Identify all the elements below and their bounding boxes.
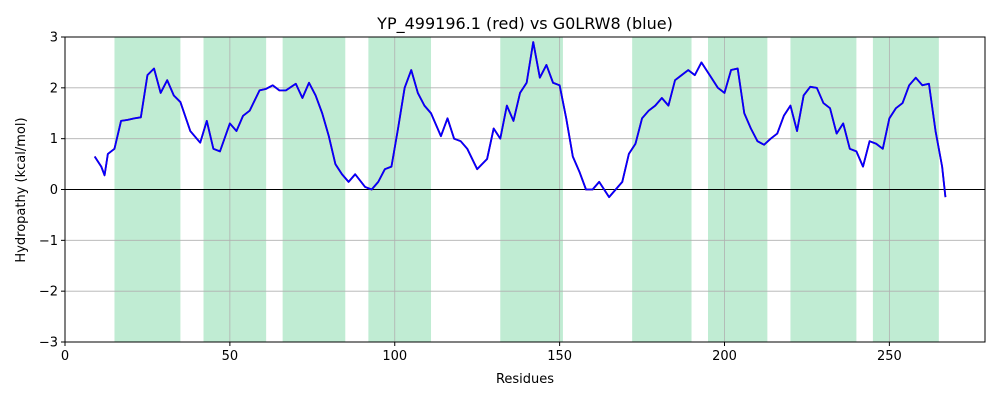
y-tick-label-0: −3 [39, 336, 58, 351]
x-tick-label-0: 0 [61, 349, 69, 364]
series-lines [93, 41, 947, 199]
x-axis-ticks: 0 50 100 150 200 250 [61, 342, 902, 364]
y-tick-label-6: 3 [50, 31, 58, 46]
x-tick-label-4: 200 [712, 349, 737, 364]
chart-title: YP_499196.1 (red) vs G0LRW8 (blue) [376, 14, 673, 34]
y-tick-label-2: −1 [39, 234, 58, 249]
y-tick-label-5: 2 [50, 81, 58, 96]
x-axis-label: Residues [496, 372, 554, 387]
x-tick-label-5: 250 [877, 349, 902, 364]
y-axis-label: Hydropathy (kcal/mol) [14, 117, 29, 262]
x-tick-label-3: 150 [547, 349, 572, 364]
series-line-1 [93, 41, 947, 199]
y-tick-label-4: 1 [50, 132, 58, 147]
y-axis-ticks: −3 −2 −1 0 1 2 3 [39, 31, 65, 351]
y-tick-label-1: −2 [39, 285, 58, 300]
x-tick-label-2: 100 [382, 349, 407, 364]
x-tick-label-1: 50 [222, 349, 239, 364]
y-tick-label-3: 0 [50, 183, 58, 198]
